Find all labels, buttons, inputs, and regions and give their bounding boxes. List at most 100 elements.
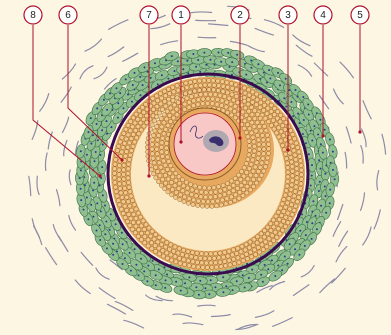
cumulus-cell [246,166,252,171]
granulosa-cell [154,93,159,99]
granulosa-cell [278,112,284,118]
cumulus-cell [154,114,160,120]
theca-interna-nucleus [274,275,277,277]
theca-externa-fiber [331,267,346,284]
granulosa-cell [171,248,177,254]
granulosa-cell [146,225,152,231]
theca-interna-nucleus [260,273,263,276]
granulosa-cell [271,126,277,132]
granulosa-cell [235,245,241,251]
theca-externa-fiber [93,66,108,80]
theca-interna-nucleus [154,62,156,65]
cumulus-cell [191,197,197,203]
cumulus-cell [255,155,261,161]
granulosa-cell [276,134,282,140]
granulosa-cell [258,231,264,237]
granulosa-cell [293,140,299,146]
theca-externa-fiber [55,189,61,207]
granulosa-cell [135,116,141,122]
theca-externa-fiber [337,203,344,221]
theca-interna-nucleus [307,103,310,106]
granulosa-cell [253,102,259,108]
granulosa-cell [279,213,284,218]
granulosa-cell [172,254,178,260]
cumulus-cell [239,169,244,174]
granulosa-cell [265,99,271,105]
callout-circle [350,5,370,25]
granulosa-cell [287,191,293,197]
cumulus-cell [188,182,194,187]
granulosa-cell [119,135,125,140]
granulosa-cell [242,85,247,91]
granulosa-cell [222,249,227,255]
theca-externa-fiber [376,170,380,191]
cumulus-cell [154,151,160,157]
cumulus-cell [209,101,215,106]
theca-interna-nucleus [205,63,208,66]
granulosa-cell [113,157,118,162]
cumulus-cell [242,179,248,185]
theca-externa-fiber [182,322,204,326]
granulosa-cell [127,152,133,158]
granulosa-cell [292,189,298,194]
granulosa-cell [250,242,256,248]
cumulus-cell [152,128,158,134]
granulosa-cell [136,131,142,137]
granulosa-cell [188,79,193,85]
theca-interna-nucleus [209,58,212,61]
theca-interna-nucleus [324,195,327,198]
theca-interna-nucleus [90,203,93,206]
granulosa-cell [126,212,132,217]
granulosa-cell [159,242,164,247]
theca-externa-fiber [150,23,171,30]
granulosa-cell [144,106,150,112]
theca-externa-fiber [39,93,50,112]
granulosa-cell [226,258,232,263]
cumulus-cell [173,170,179,176]
granulosa-cell [282,192,288,198]
cumulus-cell [214,101,220,107]
granulosa-cell [280,142,286,148]
basement-membrane-ring [106,72,310,276]
granulosa-cell [289,159,294,165]
granulosa-cell [279,201,285,207]
cumulus-cell [158,164,164,170]
theca-interna-nucleus [236,53,239,56]
granulosa-cell [236,259,242,265]
granulosa-cell [227,262,233,268]
granulosa-cell [254,91,259,97]
theca-externa-fiber [318,94,330,110]
cumulus-cell [165,154,170,160]
theca-interna-nucleus [175,280,178,283]
theca-externa-fiber [269,280,286,291]
theca-interna-nucleus [186,59,189,62]
theca-interna-nucleus [106,108,109,111]
granulosa-cell [127,203,133,209]
cumulus-cell [150,155,156,161]
cumulus-cell [184,95,190,101]
granulosa-cell [258,100,264,105]
cumulus-cell [233,93,239,99]
granulosa-cell [299,172,304,178]
callout-circle [313,5,333,25]
granulosa-cell [145,243,151,249]
cumulus-cell [222,94,227,99]
granulosa-cell [229,81,234,86]
granulosa-cell [143,222,149,227]
cumulus-cell [163,127,169,132]
cumulus-cell [150,137,156,143]
granulosa-cell [160,248,166,254]
cumulus-cell [163,172,168,178]
theca-interna-nucleus [87,131,90,134]
cumulus-cell [191,103,196,109]
theca-externa-fiber [360,192,366,211]
granulosa-cell [238,249,244,255]
cumulus-cell [261,142,267,147]
cumulus-cell [247,126,253,132]
cumulus-cell [218,202,224,208]
granulosa-cell [152,243,158,248]
callout-label: 7 [146,10,152,21]
theca-interna-nucleus [100,177,103,179]
granulosa-cell [150,96,156,101]
cumulus-cell [216,184,221,190]
